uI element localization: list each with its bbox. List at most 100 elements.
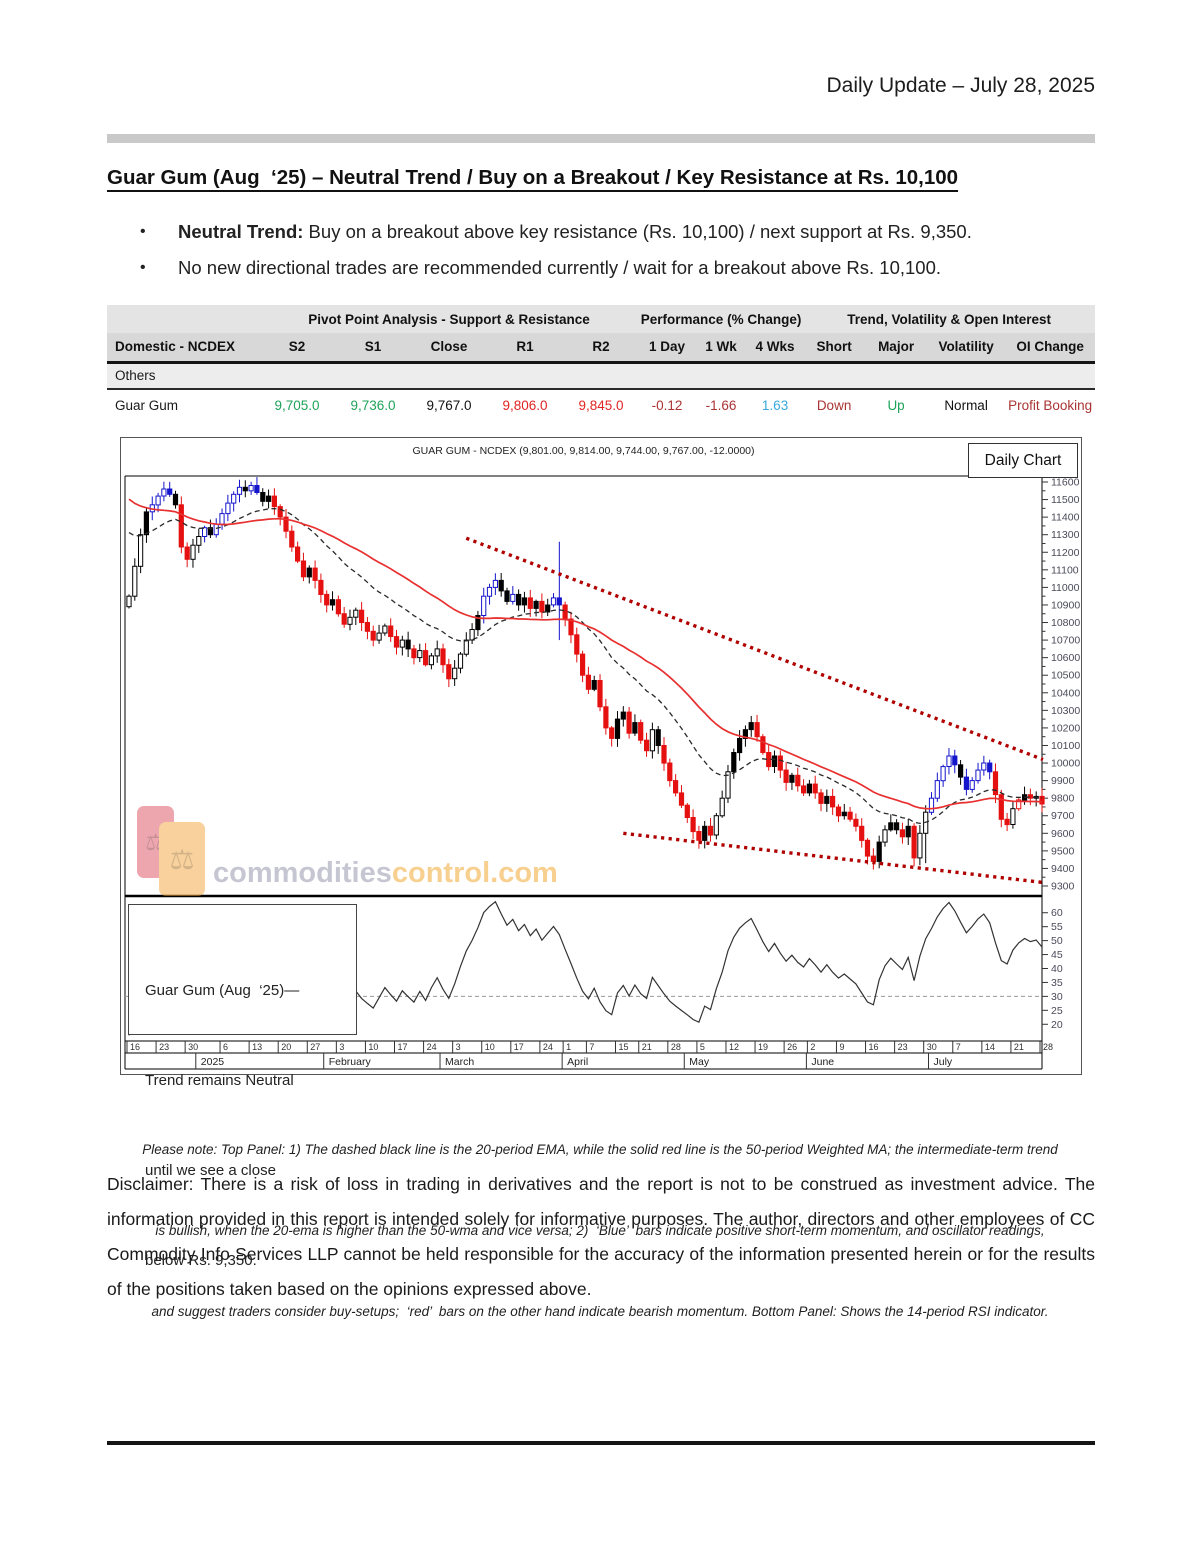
data-table: Pivot Point Analysis - Support & Resista…: [107, 305, 1096, 420]
svg-text:10300: 10300: [1051, 705, 1080, 717]
footnote-line: is bullish, when the 20-ema is higher th…: [155, 1223, 1045, 1238]
svg-text:17: 17: [398, 1042, 408, 1052]
chart-footnote: Please note: Top Panel: 1) The dashed bl…: [95, 1082, 1105, 1379]
footnote-line: Please note: Top Panel: 1) The dashed bl…: [142, 1142, 1058, 1157]
cell-r2: 9,845.0: [563, 389, 640, 420]
svg-text:30: 30: [1051, 991, 1063, 1003]
svg-text:15: 15: [618, 1042, 628, 1052]
scales-icon: ⚖: [159, 822, 205, 896]
svg-text:14: 14: [985, 1042, 995, 1052]
svg-text:11300: 11300: [1051, 529, 1080, 541]
svg-text:60: 60: [1051, 907, 1063, 919]
bullet-rest: Buy on a breakout above key resistance (…: [303, 221, 972, 242]
chart-annotation-box: Guar Gum (Aug ‘25)— Trend remains Neutra…: [128, 904, 357, 1269]
svg-text:13: 13: [252, 1042, 262, 1052]
svg-text:16: 16: [869, 1042, 879, 1052]
svg-text:24: 24: [427, 1042, 437, 1052]
col-4wks: 4 Wks: [747, 333, 804, 364]
svg-text:10: 10: [368, 1042, 378, 1052]
svg-text:10700: 10700: [1051, 635, 1080, 647]
annotation-line: Trend remains Neutral: [145, 1072, 294, 1089]
svg-text:16: 16: [130, 1042, 140, 1052]
svg-text:19: 19: [758, 1042, 768, 1052]
group-header-empty: [107, 305, 259, 333]
svg-text:July: July: [934, 1056, 953, 1068]
candlestick-chart-canvas: GUAR GUM - NCDEX (9,801.00, 9,814.00, 9,…: [124, 445, 1080, 1070]
svg-text:March: March: [445, 1056, 474, 1068]
col-s1: S1: [335, 333, 411, 364]
annotation-line: until we see a close: [145, 1162, 276, 1179]
svg-text:21: 21: [1014, 1042, 1024, 1052]
col-close: Close: [411, 333, 487, 364]
col-volatility: Volatility: [927, 333, 1006, 364]
section-row: Others: [107, 362, 1096, 390]
bullet-marker: •: [140, 259, 146, 276]
svg-text:April: April: [567, 1056, 588, 1068]
svg-text:February: February: [329, 1056, 372, 1068]
cell-name: Guar Gum: [107, 389, 259, 420]
svg-text:30: 30: [188, 1042, 198, 1052]
bullet-item: • No new directional trades are recommen…: [140, 257, 1080, 279]
group-header-row: Pivot Point Analysis - Support & Resista…: [107, 305, 1096, 333]
svg-text:6: 6: [223, 1042, 228, 1052]
svg-text:28: 28: [1043, 1042, 1053, 1052]
svg-text:10900: 10900: [1051, 599, 1080, 611]
svg-text:10100: 10100: [1051, 740, 1080, 752]
watermark-gray: commodities: [213, 857, 392, 889]
svg-text:1: 1: [566, 1042, 571, 1052]
scales-logo-icon: ⚖ ⚖: [137, 806, 213, 898]
cell-oi-change: Profit Booking: [1005, 389, 1096, 420]
col-s2: S2: [259, 333, 335, 364]
svg-text:9300: 9300: [1051, 881, 1075, 893]
svg-text:25: 25: [1051, 1005, 1063, 1017]
svg-text:10800: 10800: [1051, 617, 1080, 629]
svg-text:3: 3: [339, 1042, 344, 1052]
cell-1day: -0.12: [639, 389, 696, 420]
col-domestic: Domestic - NCDEX: [107, 333, 259, 364]
col-r1: R1: [487, 333, 563, 364]
col-major: Major: [865, 333, 928, 364]
svg-text:GUAR GUM - NCDEX (9,801.00, 9,: GUAR GUM - NCDEX (9,801.00, 9,814.00, 9,…: [412, 445, 754, 457]
svg-text:9700: 9700: [1051, 810, 1075, 822]
annotation-line: Guar Gum (Aug ‘25)—: [145, 982, 300, 999]
svg-text:2025: 2025: [201, 1056, 225, 1068]
svg-text:10500: 10500: [1051, 670, 1080, 682]
group-header-trend: Trend, Volatility & Open Interest: [803, 305, 1096, 333]
cell-short-trend: Down: [803, 389, 866, 420]
svg-text:26: 26: [787, 1042, 797, 1052]
svg-text:11400: 11400: [1051, 512, 1080, 524]
svg-text:24: 24: [543, 1042, 553, 1052]
svg-text:23: 23: [898, 1042, 908, 1052]
cell-r1: 9,806.0: [487, 389, 563, 420]
svg-text:10000: 10000: [1051, 758, 1080, 770]
bullet-lead: Neutral Trend:: [178, 221, 304, 242]
svg-text:May: May: [689, 1056, 710, 1068]
svg-text:35: 35: [1051, 977, 1063, 989]
svg-text:9900: 9900: [1051, 775, 1075, 787]
bullet-text: No new directional trades are recommende…: [178, 257, 942, 278]
svg-text:30: 30: [927, 1042, 937, 1052]
cell-volatility: Normal: [927, 389, 1006, 420]
svg-text:7: 7: [956, 1042, 961, 1052]
svg-text:9400: 9400: [1051, 863, 1075, 875]
pivot-table: Pivot Point Analysis - Support & Resista…: [107, 305, 1096, 420]
svg-text:June: June: [811, 1056, 834, 1068]
svg-text:7: 7: [589, 1042, 594, 1052]
cell-1wk: -1.66: [695, 389, 748, 420]
column-header-row: Domestic - NCDEX S2 S1 Close R1 R2 1 Day…: [107, 333, 1096, 364]
bullet-item: • Neutral Trend: Buy on a breakout above…: [140, 221, 1080, 243]
section-label: Others: [107, 362, 1096, 390]
svg-text:17: 17: [514, 1042, 524, 1052]
svg-text:5: 5: [700, 1042, 705, 1052]
watermark-orange: control.com: [391, 857, 558, 889]
group-header-pivot: Pivot Point Analysis - Support & Resista…: [259, 305, 640, 333]
svg-text:11000: 11000: [1051, 582, 1080, 594]
svg-text:9800: 9800: [1051, 793, 1075, 805]
svg-text:11100: 11100: [1051, 564, 1079, 576]
watermark: ⚖ ⚖ commoditiescontrol.com: [137, 806, 558, 898]
bullet-text: Neutral Trend: Buy on a breakout above k…: [178, 221, 972, 243]
svg-text:20: 20: [281, 1042, 291, 1052]
footnote-line: and suggest traders consider buy-setups;…: [151, 1304, 1049, 1319]
svg-text:2: 2: [810, 1042, 815, 1052]
